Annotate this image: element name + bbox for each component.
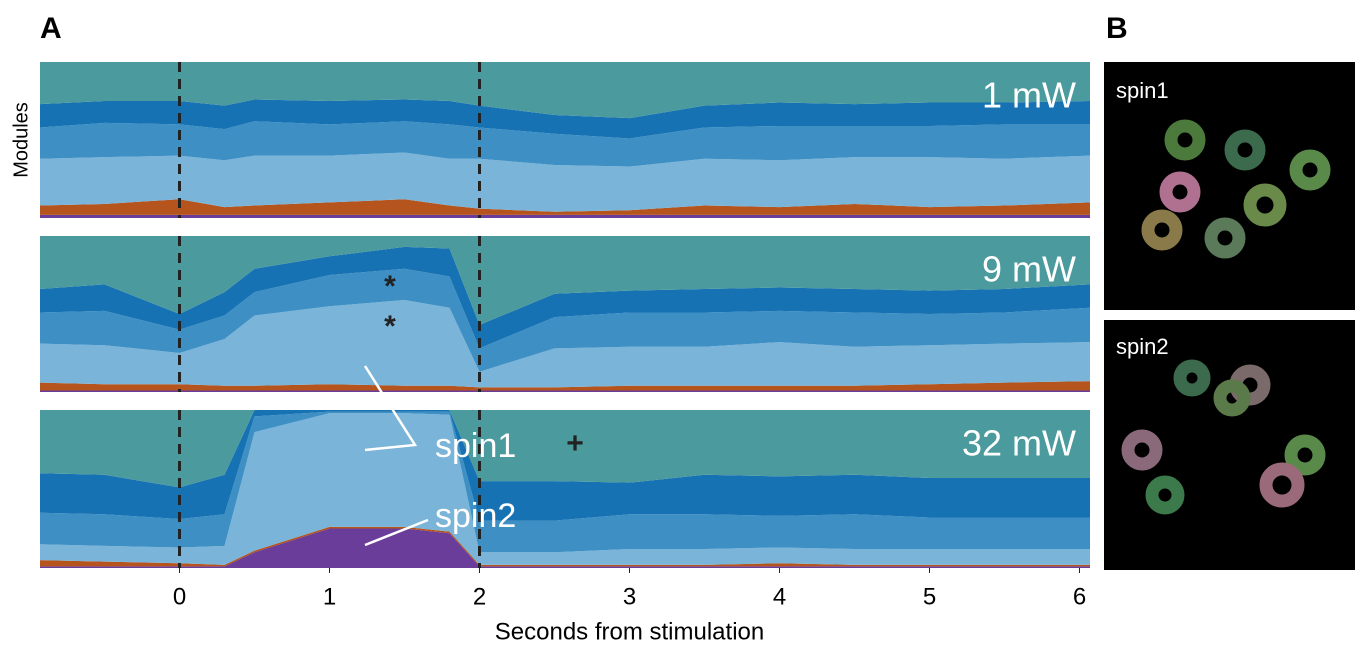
x-tick-label: 1	[323, 583, 336, 610]
y-axis-label: Modules	[10, 102, 32, 178]
image-label: spin2	[1116, 334, 1169, 359]
x-tick-label: 0	[173, 583, 186, 610]
chart-title: 9 mW	[982, 249, 1076, 290]
annotation: spin1	[435, 427, 516, 465]
annotation: spin2	[435, 497, 516, 535]
image-label: spin1	[1116, 78, 1169, 103]
x-tick-label: 2	[473, 583, 486, 610]
area-chart: 32 mW 0 1 2 3 4 5 6 Seconds from stimulation spin…	[40, 366, 1090, 645]
panel-label: A	[40, 12, 62, 45]
area	[40, 390, 1090, 392]
x-tick-label: 3	[623, 583, 636, 610]
x-tick-label: 6	[1073, 583, 1086, 610]
chart-title: 1 mW	[982, 75, 1076, 116]
annotation: +	[566, 427, 584, 460]
area-chart: 1 mW Modules	[10, 62, 1090, 218]
x-tick-label: 4	[773, 583, 786, 610]
chart-title: 32 mW	[962, 423, 1076, 464]
page: A B spin1 spin2 1 mW Modules 9 mW * * 32 mW 0 1…	[0, 0, 1360, 647]
x-tick-label: 5	[923, 583, 936, 610]
x-axis-label: Seconds from stimulation	[495, 618, 764, 645]
annotation: *	[384, 270, 396, 303]
area	[40, 215, 1090, 218]
area	[40, 410, 1090, 487]
image-panel: spin1 spin2	[1104, 62, 1355, 570]
panel-label: B	[1106, 12, 1128, 45]
annotation: *	[384, 310, 396, 343]
area-chart: 9 mW * *	[40, 236, 1090, 392]
figure: A B spin1 spin2 1 mW Modules 9 mW * * 32 mW 0 1…	[0, 0, 1360, 647]
